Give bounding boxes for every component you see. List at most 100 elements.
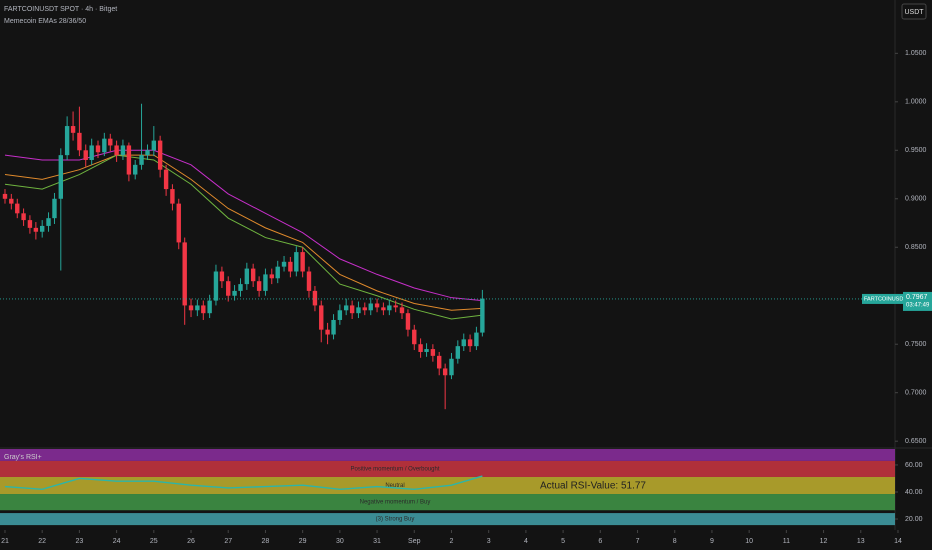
candle-body (393, 305, 398, 308)
candle-body (362, 307, 367, 311)
x-tick-label: 31 (373, 538, 381, 545)
y-tick-label: 60.00 (905, 462, 923, 469)
candle-body (201, 305, 206, 314)
candle-body (467, 339, 473, 347)
x-tick-label: 26 (187, 538, 195, 545)
rsi-band-label: (3) Strong Buy (376, 517, 415, 523)
y-tick-label: 0.7000 (905, 390, 927, 397)
rsi-band-label: Neutral (385, 483, 404, 489)
rsi-title: Gray's RSI+ (4, 454, 42, 461)
candle-body (306, 271, 312, 291)
candle-body (226, 281, 231, 296)
candle-body (238, 284, 243, 291)
candle-body (170, 189, 175, 204)
symbol-tag-label: FARTCOINUSDT (864, 296, 907, 302)
candle-body (145, 150, 150, 156)
x-tick-label: 25 (150, 538, 158, 545)
y-tick-label: 1.0000 (905, 99, 927, 106)
x-tick-label: 3 (487, 538, 491, 545)
candle-body (381, 307, 386, 311)
candle-body (89, 145, 94, 160)
candle-body (232, 290, 237, 296)
x-tick-label: 27 (224, 538, 232, 545)
x-tick-label: 11 (783, 538, 790, 545)
candle-body (250, 268, 256, 282)
price-tag-countdown: 03:47:49 (906, 303, 930, 309)
candle-body (114, 145, 119, 156)
currency-label[interactable]: USDT (904, 9, 924, 16)
candle-body (133, 164, 138, 175)
candle-body (374, 303, 380, 308)
x-tick-label: 28 (262, 538, 270, 545)
candle-body (15, 203, 20, 214)
y-tick-label: 0.6500 (905, 438, 927, 445)
x-tick-label: Sep (408, 538, 421, 545)
candle-body (139, 155, 144, 165)
candle-body (157, 140, 163, 170)
candle-body (269, 274, 274, 279)
candle-body (70, 126, 76, 133)
candle-body (461, 339, 466, 347)
candle-body (325, 329, 330, 335)
candle-body (9, 198, 14, 204)
x-tick-label: 8 (673, 538, 677, 545)
x-tick-label: 4 (524, 538, 528, 545)
x-tick-label: 7 (636, 538, 640, 545)
candle-body (399, 307, 405, 314)
price-tag-value: 0.7967 (906, 294, 928, 301)
candle-body (46, 218, 51, 226)
candle-body (33, 227, 39, 232)
candle-body (442, 368, 448, 376)
rsi-readout: Actual RSI-Value: 51.77 (540, 481, 646, 492)
rsi-line (4, 475, 483, 490)
y-tick-label: 0.9000 (905, 196, 927, 203)
rsi-band (0, 494, 895, 511)
y-tick-label: 0.8500 (905, 244, 927, 251)
candle-body (176, 203, 181, 243)
candle-body (300, 252, 305, 272)
candle-body (455, 346, 461, 359)
candle-body (27, 220, 33, 228)
y-tick-label: 20.00 (905, 516, 923, 523)
candle-body (331, 319, 336, 335)
candle-body (474, 332, 479, 347)
candle-body (430, 349, 436, 356)
indicator-title: Memecoin EMAs 28/36/50 (4, 18, 86, 25)
candle-body (424, 349, 429, 352)
candle-body (356, 307, 361, 314)
y-tick-label: 1.0500 (905, 50, 927, 57)
x-tick-label: 5 (561, 538, 565, 545)
candle-body (58, 155, 63, 199)
x-tick-label: 2 (450, 538, 454, 545)
candle-body (412, 329, 417, 345)
x-tick-label: 30 (336, 538, 344, 545)
currency-button[interactable] (901, 3, 927, 20)
candle-body (387, 305, 392, 311)
candle-body (39, 225, 45, 232)
candle-body (151, 140, 157, 151)
candle-body (405, 313, 411, 330)
candle-body (21, 213, 26, 221)
x-tick-label: 24 (113, 538, 121, 545)
candle-body (95, 145, 101, 153)
y-tick-label: 0.7500 (905, 341, 927, 348)
x-tick-label: 29 (299, 538, 307, 545)
rsi-band (0, 460, 895, 477)
candle-body (102, 138, 107, 153)
x-tick-label: 22 (38, 538, 46, 545)
candle-body (163, 169, 169, 190)
rsi-band-label: Positive momentum / Overbought (350, 467, 439, 473)
ema-line (4, 154, 483, 311)
rsi-band-label: Negative momentum / Buy (360, 500, 431, 506)
candle-body (437, 355, 442, 369)
x-tick-label: 23 (76, 538, 84, 545)
candle-body (337, 310, 343, 320)
candle-body (207, 300, 212, 314)
candle-body (188, 305, 194, 311)
candle-body (263, 274, 268, 291)
ema-line (4, 154, 483, 320)
candle-body (256, 281, 262, 291)
rsi-band (0, 449, 895, 461)
symbol-tag (862, 293, 903, 304)
